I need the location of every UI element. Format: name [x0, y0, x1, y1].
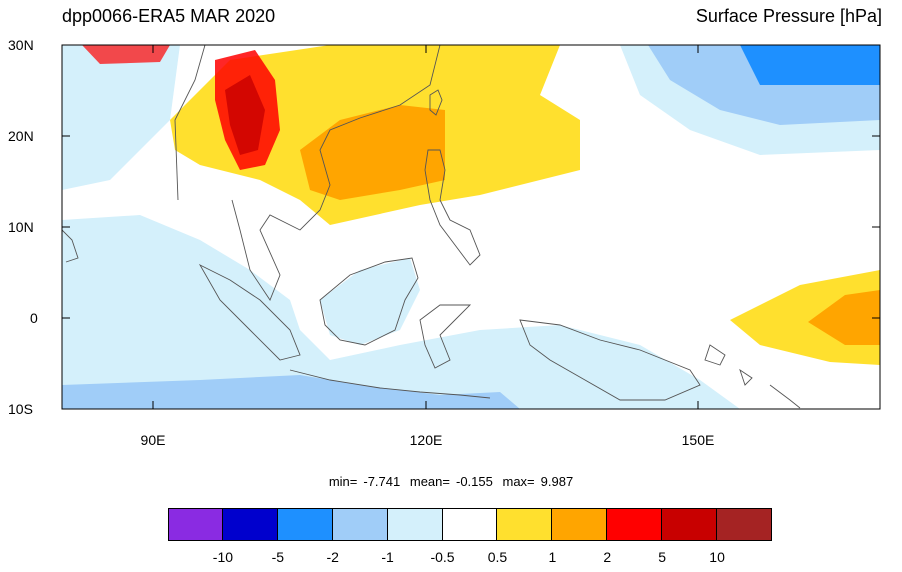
lon-label-90e: 90E: [140, 432, 166, 448]
colorbar-label: 5: [658, 549, 667, 565]
field-blue-northeast: [740, 45, 880, 85]
stat-min-label: min=: [328, 474, 358, 489]
stat-max-label: max=: [502, 474, 535, 489]
coastlines: [62, 45, 801, 409]
plot-title-right: Surface Pressure [hPa]: [695, 6, 882, 26]
colorbar-swatch: [442, 508, 498, 541]
colorbar-swatch: [607, 508, 663, 541]
stat-min-value: -7.741: [363, 474, 401, 489]
field-lightblue-indian-ocean: [62, 215, 740, 409]
colorbar-label: -0.5: [430, 549, 455, 565]
colorbar-swatch: [277, 508, 333, 541]
stat-max-value: 9.987: [540, 474, 574, 489]
colorbar-swatch: [552, 508, 608, 541]
colorbar-label: -10: [212, 549, 234, 565]
lat-label-10s: 10S: [8, 401, 33, 417]
colorbar-label: -2: [326, 549, 339, 565]
stat-mean-value: -0.155: [455, 474, 493, 489]
colorbar-label: -5: [271, 549, 285, 565]
field-orange-china: [300, 105, 445, 200]
field-statistics: min= -7.741 mean= -0.155 max= 9.987: [0, 474, 902, 489]
colorbar-label: -1: [381, 549, 394, 565]
plot-title-left: dpp0066-ERA5 MAR 2020: [62, 6, 276, 26]
colorbar-swatch: [387, 508, 443, 541]
colorbar-swatch: [168, 508, 223, 541]
lat-label-10n: 10N: [8, 219, 34, 235]
colorbar-label: 10: [709, 549, 725, 565]
colorbar-swatch: [662, 508, 718, 541]
colorbar-label: 1: [548, 549, 557, 565]
lat-label-30n: 30N: [8, 37, 34, 53]
colorbar-swatch: [222, 508, 278, 541]
lon-label-120e: 120E: [409, 432, 443, 448]
colorbar-swatch: [332, 508, 388, 541]
field-orange-pacific: [808, 290, 880, 345]
colorbar-swatch: [497, 508, 553, 541]
field-lightblue-north: [62, 45, 180, 190]
colorbar-frame: [168, 508, 772, 541]
stat-mean-label: mean=: [409, 474, 450, 489]
colorbar: [168, 508, 772, 541]
lat-label-0: 0: [30, 310, 38, 326]
field-lightblue-borneo: [320, 258, 420, 345]
field-darkred-indochina: [225, 75, 265, 155]
colorbar-label: 2: [603, 549, 612, 565]
field-midblue-south: [62, 375, 520, 409]
axis-ticks: [62, 44, 880, 410]
lon-label-150e: 150E: [681, 432, 715, 448]
colorbar-label: 0.5: [487, 549, 508, 565]
field-red-north: [82, 45, 170, 64]
lat-label-20n: 20N: [8, 128, 34, 144]
